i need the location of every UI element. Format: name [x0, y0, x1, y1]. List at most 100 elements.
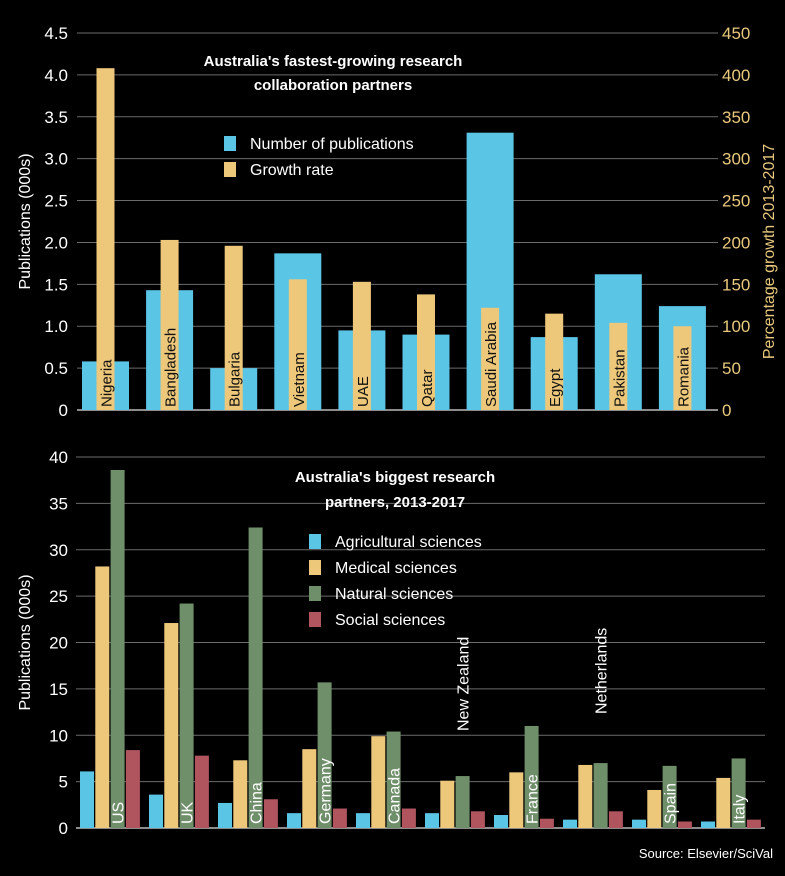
y-tick-label: 3.0 [44, 150, 68, 169]
category-label: Nigeria [99, 359, 116, 407]
category-label: US [111, 802, 128, 824]
y-right-tick-label: 300 [722, 150, 750, 169]
bar-natural-sciences [455, 776, 470, 828]
y-tick-label: 4.0 [44, 66, 68, 85]
legend-label: Social sciences [335, 612, 445, 629]
category-label: Pakistan [611, 349, 628, 407]
y-tick-label: 35 [49, 494, 68, 513]
bar-social-sciences [194, 755, 209, 828]
bar-agricultural-sciences [701, 821, 715, 828]
bar-medical-sciences [164, 623, 179, 828]
bar-growth-rate [417, 294, 435, 410]
category-label: Canada [387, 768, 404, 824]
bar-agricultural-sciences [218, 802, 232, 828]
bottom-chart: 0 5 10 15 20 25 30 35 40 Publications (000s) US UK C… [17, 448, 765, 838]
y-right-tick-label: 350 [722, 108, 750, 127]
bar-growth-rate [545, 313, 564, 410]
bar-growth-rate [481, 307, 500, 410]
bar-natural-sciences [731, 758, 746, 828]
bar-growth-rate [160, 239, 179, 410]
category-label: Netherlands [594, 628, 611, 714]
category-label: Romania [675, 346, 692, 407]
bar-agricultural-sciences [563, 819, 577, 828]
category-label: New Zealand [456, 637, 473, 731]
y-tick-label: 40 [49, 448, 68, 467]
y-right-tick-label: 100 [722, 317, 750, 336]
bar-medical-sciences [95, 566, 110, 828]
category-label: Spain [663, 783, 680, 824]
legend-swatch [224, 162, 236, 177]
category-label: UAE [355, 376, 372, 407]
bar-natural-sciences [317, 682, 332, 828]
bar-natural-sciences [386, 731, 401, 828]
y-tick-label: 3.5 [44, 108, 68, 127]
y-tick-label: 0 [59, 401, 68, 420]
y-right-tick-label: 0 [722, 401, 731, 420]
legend-label: Medical sciences [335, 560, 457, 577]
bar-medical-sciences [716, 777, 731, 828]
category-label: Saudi Arabia [483, 321, 500, 407]
y-right-tick-label: 450 [722, 24, 750, 43]
y-right-tick-label: 250 [722, 192, 750, 211]
bar-social-sciences [608, 811, 623, 828]
legend-swatch [309, 612, 321, 627]
bar-medical-sciences [509, 772, 524, 828]
bar-social-sciences [332, 808, 347, 828]
category-label: France [525, 774, 542, 824]
bar-social-sciences [677, 821, 692, 828]
top-chart: 0 0.5 1.0 1.5 2.0 2.5 3.0 3.5 4.0 4.5 0 50 100 150 200… [17, 24, 778, 420]
y-tick-label: 30 [49, 541, 68, 560]
legend-swatch [309, 534, 321, 549]
chart-title-line-2: collaboration partners [254, 77, 412, 94]
bar-natural-sciences [179, 603, 194, 828]
bar-growth-rate [224, 245, 243, 410]
category-label: Italy [732, 795, 749, 824]
legend-label: Number of publications [250, 136, 414, 153]
bar-social-sciences [539, 818, 554, 828]
y-right-tick-label: 200 [722, 233, 750, 252]
bar-social-sciences [263, 799, 278, 828]
y-tick-label: 1.0 [44, 317, 68, 336]
y-tick-label: 4.5 [44, 24, 68, 43]
y-axis-title: Publications (000s) [17, 574, 34, 710]
bar-social-sciences [470, 811, 485, 828]
category-label: Bulgaria [227, 351, 244, 407]
bar-growth-rate [352, 281, 371, 410]
legend-label: Growth rate [250, 162, 334, 179]
bar-agricultural-sciences [356, 813, 370, 828]
bar-agricultural-sciences [80, 771, 94, 828]
category-label: UK [180, 801, 197, 824]
category-label: Egypt [547, 368, 564, 407]
y-tick-label: 5 [59, 773, 68, 792]
legend-swatch [309, 586, 321, 601]
bar-natural-sciences [593, 763, 608, 828]
bar-natural-sciences [662, 765, 677, 828]
y-tick-label: 0 [59, 819, 68, 838]
legend-label: Natural sciences [335, 586, 453, 603]
category-label: Bangladesh [163, 328, 180, 407]
y-tick-label: 15 [49, 680, 68, 699]
bar-medical-sciences [233, 760, 248, 828]
bar-social-sciences [125, 750, 140, 828]
y-tick-label: 2.0 [44, 233, 68, 252]
bar-social-sciences [746, 819, 761, 828]
chart-title-line-1: Australia's fastest-growing research [204, 53, 463, 70]
bar-growth-rate [288, 279, 307, 410]
y-right-tick-label: 400 [722, 66, 750, 85]
bar-growth-rate [673, 326, 692, 410]
bar-social-sciences [401, 808, 416, 828]
y-right-axis-title: Percentage growth 2013-2017 [761, 144, 778, 359]
bar-growth-rate [609, 322, 628, 410]
bar-medical-sciences [578, 764, 593, 828]
category-label: Vietnam [291, 352, 308, 407]
bar-medical-sciences [302, 749, 317, 828]
bar-agricultural-sciences [632, 819, 646, 828]
bar-agricultural-sciences [287, 813, 301, 828]
y-right-tick-label: 150 [722, 275, 750, 294]
legend-swatch [309, 560, 321, 575]
bar-natural-sciences [248, 527, 263, 828]
y-tick-label: 20 [49, 634, 68, 653]
bar-agricultural-sciences [149, 794, 163, 828]
